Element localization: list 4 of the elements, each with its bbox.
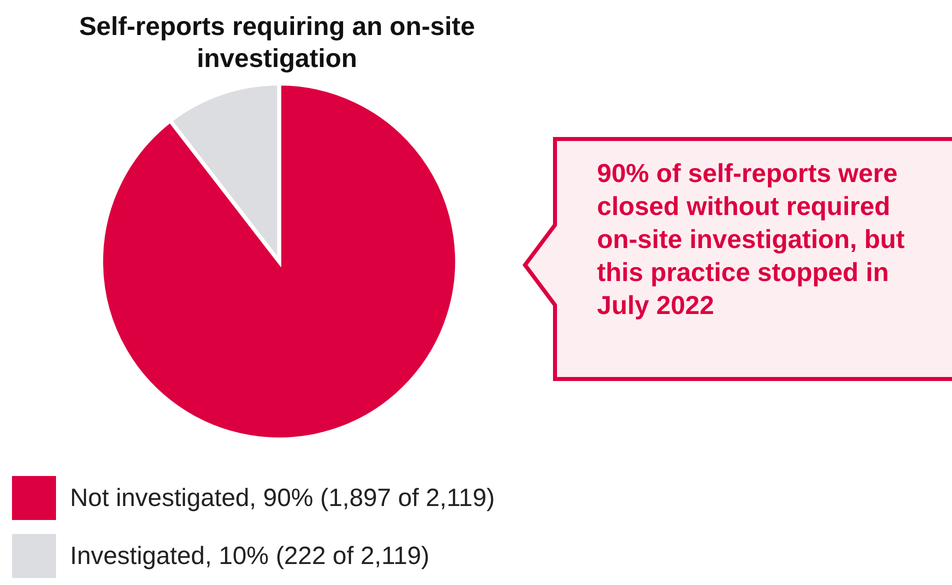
legend-label: Investigated, 10% (222 of 2,119) bbox=[70, 542, 430, 570]
legend-label: Not investigated, 90% (1,897 of 2,119) bbox=[70, 484, 495, 512]
callout-box: 90% of self-reports were closed without required on-site investigation, but this practice stopped in July 2022 bbox=[521, 135, 952, 383]
chart-title: Self-reports requiring an on-site investigation bbox=[78, 10, 476, 74]
